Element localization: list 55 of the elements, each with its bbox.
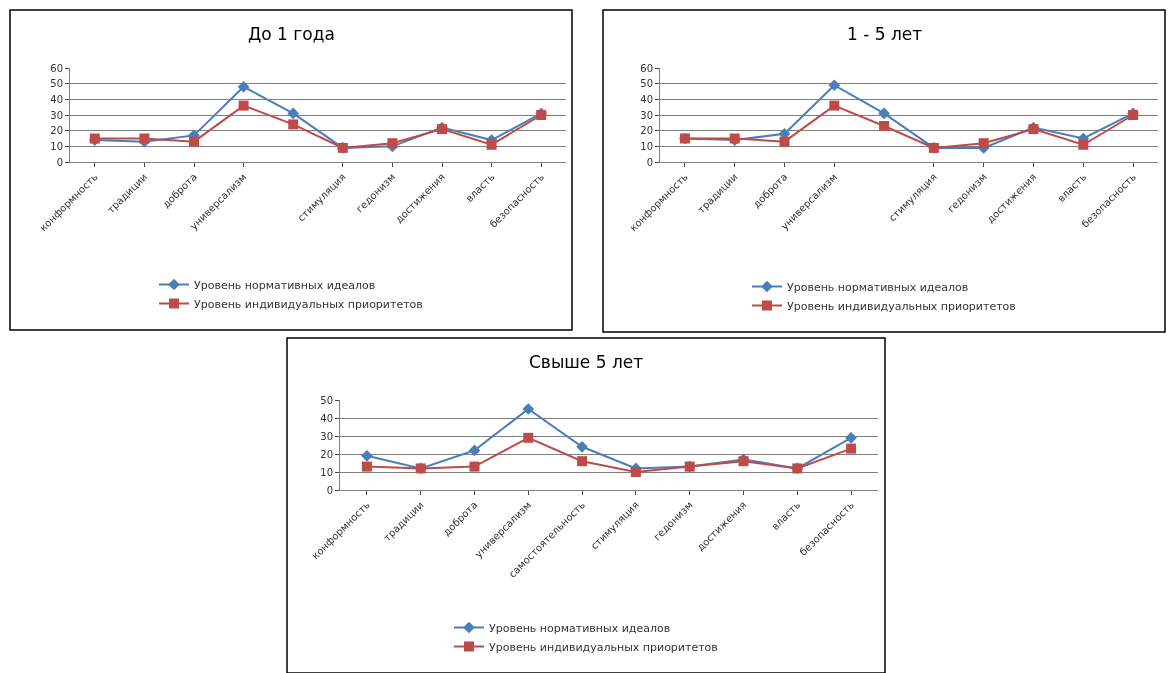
point: [630, 467, 641, 477]
y-tick-label: 20: [640, 125, 653, 137]
point: [828, 79, 841, 92]
legend-label: Уровень индивидуальных приоритетов: [489, 640, 718, 654]
point: [288, 119, 299, 130]
point: [387, 138, 398, 149]
legend-label: Уровень нормативных идеалов: [787, 280, 969, 294]
point: [468, 444, 481, 457]
y-tick-label: 40: [640, 93, 653, 105]
y-tick-label: 50: [50, 78, 63, 90]
point: [846, 443, 857, 454]
point: [576, 440, 588, 453]
y-tick-label: 50: [320, 394, 333, 406]
y-tick-label: 30: [320, 430, 333, 442]
point: [139, 133, 150, 144]
y-tick-label: 10: [640, 140, 653, 152]
point: [522, 403, 535, 415]
y-tick-label: 10: [50, 140, 63, 152]
point: [469, 461, 480, 472]
legend-label: Уровень нормативных идеалов: [194, 278, 376, 292]
y-tick-label: 0: [646, 156, 653, 168]
legend-label: Уровень индивидуальных приоритетов: [787, 299, 1016, 313]
legend-label: Уровень нормативных идеалов: [489, 621, 671, 635]
y-tick-label: 40: [320, 412, 333, 424]
chart-title: До 1 года: [248, 24, 335, 44]
y-tick-label: 60: [640, 62, 653, 74]
point: [845, 431, 857, 444]
y-tick-label: 60: [50, 62, 63, 74]
point: [238, 100, 249, 111]
point: [361, 461, 372, 472]
y-tick-label: 0: [326, 484, 333, 496]
point: [577, 456, 588, 467]
point: [879, 120, 890, 131]
y-tick-label: 20: [50, 125, 63, 137]
y-tick-label: 40: [50, 93, 63, 105]
point: [287, 107, 300, 120]
point: [1078, 139, 1089, 150]
point: [189, 136, 199, 147]
point: [829, 100, 840, 111]
y-tick-label: 0: [56, 156, 63, 168]
y-tick-label: 10: [320, 466, 333, 478]
point: [486, 139, 497, 150]
point: [978, 138, 989, 149]
point: [361, 449, 373, 462]
point: [779, 136, 790, 147]
point: [523, 432, 534, 443]
legend-label: Уровень индивидуальных приоритетов: [194, 297, 423, 311]
point: [237, 80, 250, 93]
chart-title: Свыше 5 лет: [529, 352, 644, 372]
point: [878, 107, 890, 120]
y-tick-label: 20: [320, 448, 333, 460]
y-tick-label: 30: [50, 109, 63, 121]
chart-title: 1 - 5 лет: [847, 24, 923, 44]
y-tick-label: 30: [640, 109, 653, 121]
y-tick-label: 50: [640, 78, 653, 90]
